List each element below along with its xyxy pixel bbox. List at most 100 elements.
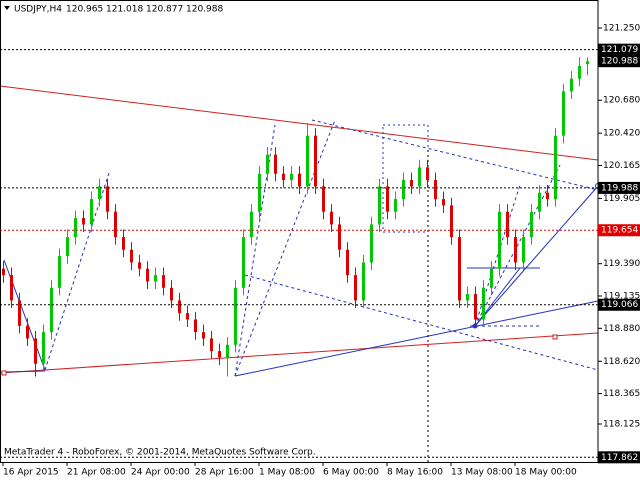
candle-body bbox=[418, 167, 421, 187]
trend-line bbox=[234, 119, 336, 377]
candle-body bbox=[34, 338, 37, 364]
candle-body bbox=[114, 211, 117, 238]
price-label-box bbox=[598, 55, 640, 68]
candle-body bbox=[58, 256, 61, 288]
box-drawing bbox=[382, 124, 429, 233]
candle-body bbox=[18, 300, 21, 326]
candle-body bbox=[434, 180, 437, 200]
candle-body bbox=[338, 224, 341, 250]
menu-triangle[interactable] bbox=[4, 6, 10, 10]
x-tick-label: 13 May 08:00 bbox=[451, 468, 513, 478]
candle-body bbox=[570, 78, 573, 92]
candle-body bbox=[522, 237, 525, 263]
candle-body bbox=[274, 154, 277, 174]
candle-body bbox=[234, 287, 237, 345]
candle-body bbox=[138, 262, 141, 269]
price-label-box bbox=[598, 224, 640, 237]
candle-body bbox=[330, 211, 333, 225]
y-tick-label: 120.165 bbox=[603, 161, 640, 171]
candle-body bbox=[482, 287, 485, 320]
candle-body bbox=[98, 186, 101, 200]
footer: MetaTrader 4 - RoboForex, © 2001-2014, M… bbox=[4, 448, 316, 458]
candle-body bbox=[450, 205, 453, 238]
trend-line bbox=[311, 119, 599, 191]
last-close: 120.988 bbox=[186, 5, 223, 15]
symbol: USDJPY,H4 bbox=[14, 5, 62, 15]
candle-body bbox=[202, 332, 205, 339]
price-label-box bbox=[598, 298, 640, 311]
price-label-box bbox=[598, 43, 640, 56]
candle-body bbox=[154, 275, 157, 282]
y-tick-label: 120.420 bbox=[603, 129, 640, 139]
candle-body bbox=[226, 344, 229, 358]
candle-body bbox=[74, 218, 77, 238]
candle-body bbox=[42, 332, 45, 364]
candle-body bbox=[10, 275, 13, 301]
trend-line bbox=[0, 332, 599, 374]
candle-body bbox=[442, 199, 445, 206]
last-high: 121.018 bbox=[106, 5, 143, 15]
trend-line bbox=[0, 85, 599, 161]
candle-body bbox=[258, 173, 261, 212]
trend-line bbox=[474, 185, 599, 327]
candle-body bbox=[378, 186, 381, 225]
candle-body bbox=[290, 173, 293, 181]
candle-body bbox=[578, 66, 581, 79]
candle-body bbox=[146, 268, 149, 282]
candle-body bbox=[282, 173, 285, 181]
candle-body bbox=[530, 211, 533, 238]
candle-body bbox=[370, 224, 373, 263]
x-tick-label: 21 Apr 08:00 bbox=[67, 468, 126, 478]
price-label: 117.862 bbox=[601, 453, 638, 463]
y-tick-label: 121.250 bbox=[603, 24, 640, 34]
price-label: 120.988 bbox=[601, 57, 638, 67]
candle-body bbox=[538, 192, 541, 212]
x-tick-label: 18 May 00:00 bbox=[515, 468, 577, 478]
candle-body bbox=[186, 313, 189, 320]
y-tick-label: 118.365 bbox=[603, 389, 640, 399]
candle-body bbox=[306, 135, 309, 187]
candle-body bbox=[122, 237, 125, 250]
candle-body bbox=[466, 294, 469, 301]
candle-body bbox=[162, 275, 165, 288]
y-tick-label: 119.905 bbox=[603, 194, 640, 204]
candle-body bbox=[314, 135, 317, 187]
candle-body bbox=[90, 199, 93, 225]
x-tick-label: 16 Apr 2015 bbox=[3, 468, 59, 478]
candle-body bbox=[426, 167, 429, 181]
candle-body bbox=[410, 180, 413, 187]
trend-line bbox=[244, 274, 599, 371]
candle-body bbox=[586, 61, 589, 65]
trend-line bbox=[3, 370, 46, 373]
last-low: 120.877 bbox=[146, 5, 183, 15]
candle-body bbox=[130, 249, 133, 263]
y-tick-label: 120.680 bbox=[603, 96, 640, 106]
candle-body bbox=[170, 287, 173, 301]
candle-body bbox=[82, 218, 85, 225]
price-label-box bbox=[598, 181, 640, 194]
y-tick-label: 119.390 bbox=[603, 259, 640, 269]
y-tick-label: 119.135 bbox=[603, 292, 640, 302]
candle-body bbox=[194, 319, 197, 333]
price-label-box bbox=[598, 451, 640, 464]
candle-body bbox=[2, 268, 5, 276]
candle-body bbox=[26, 325, 29, 339]
candle-body bbox=[354, 275, 357, 301]
price-label: 119.988 bbox=[601, 183, 638, 193]
price-label: 119.654 bbox=[601, 226, 638, 236]
price-label: 121.079 bbox=[601, 45, 638, 55]
candle-body bbox=[242, 237, 245, 288]
x-tick-label: 28 Apr 16:00 bbox=[195, 468, 254, 478]
candle-body bbox=[458, 237, 461, 301]
x-tick-label: 8 May 16:00 bbox=[387, 468, 443, 478]
last-open: 120.965 bbox=[66, 5, 103, 15]
candle-body bbox=[346, 249, 349, 276]
anchor-point bbox=[552, 334, 558, 340]
candle-body bbox=[498, 211, 501, 269]
candle-body bbox=[514, 237, 517, 263]
anchor-point bbox=[1, 370, 7, 376]
candle-body bbox=[250, 211, 253, 238]
trend-line bbox=[234, 300, 599, 377]
